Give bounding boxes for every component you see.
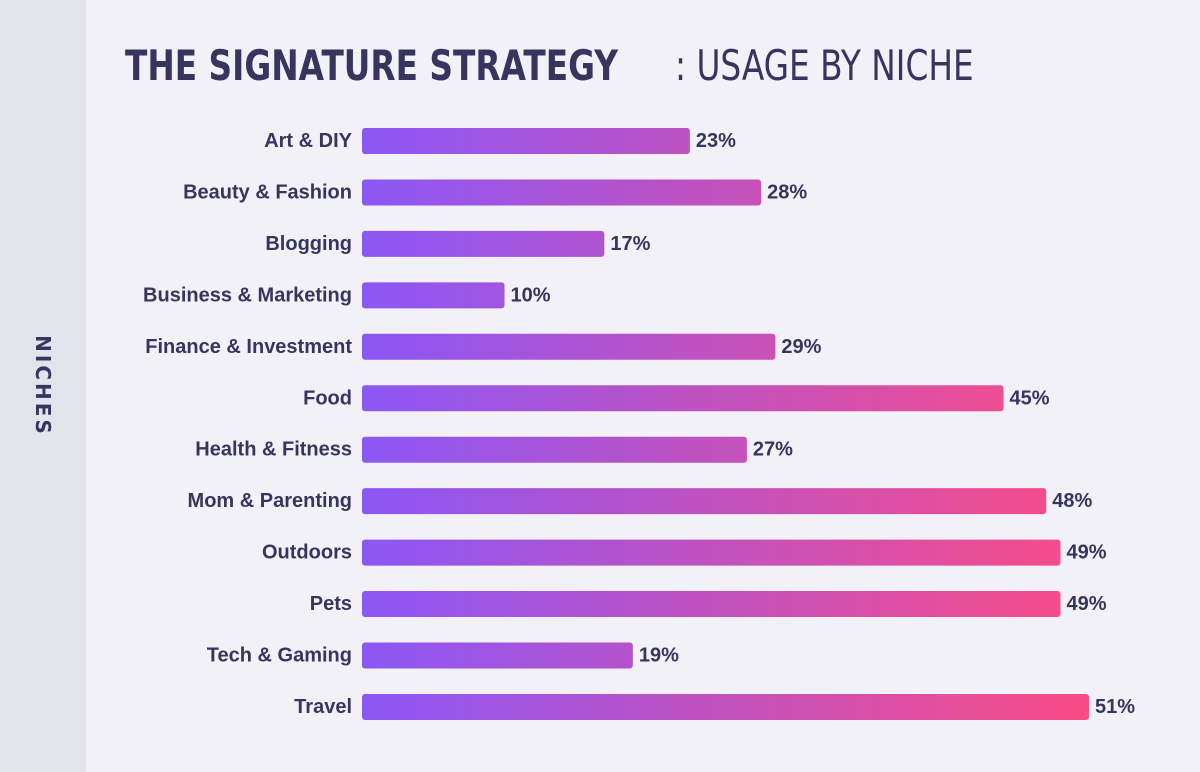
chart-title-rest: : USAGE BY NICHE (675, 41, 974, 90)
category-label: Blogging (265, 233, 352, 255)
value-label: 28% (767, 181, 807, 203)
value-label: 51% (1095, 696, 1135, 718)
chart-title-bold: THE SIGNATURE STRATEGY (125, 41, 619, 90)
bar (362, 385, 1004, 412)
bar (362, 693, 1089, 720)
value-label: 48% (1052, 490, 1092, 512)
bar (362, 230, 605, 257)
axis-strip: NICHES (0, 0, 86, 772)
bars-group: Art & DIY 23% Beauty & Fashion 28% Blogging 1… (143, 128, 1135, 720)
value-label: 29% (781, 336, 821, 358)
value-label: 23% (696, 130, 736, 152)
value-label: 10% (511, 284, 551, 306)
value-label: 19% (639, 645, 679, 667)
category-label: Business & Marketing (143, 284, 352, 306)
category-label: Beauty & Fashion (183, 181, 352, 203)
category-label: Finance & Investment (145, 336, 352, 358)
category-label: Travel (294, 696, 352, 718)
bar (362, 333, 776, 360)
bar (362, 642, 633, 669)
category-label: Art & DIY (264, 130, 352, 152)
value-label: 49% (1066, 593, 1106, 615)
chart-title: THE SIGNATURE STRATEGY : USAGE BY NICHE (125, 40, 1058, 92)
category-label: Health & Fitness (195, 439, 352, 461)
bar (362, 539, 1061, 566)
value-label: 45% (1009, 387, 1049, 409)
category-label: Mom & Parenting (188, 490, 352, 512)
bar (362, 591, 1061, 618)
bar (362, 128, 690, 154)
bar (362, 488, 1047, 515)
value-label: 27% (753, 439, 793, 461)
value-label: 49% (1066, 542, 1106, 564)
category-label: Tech & Gaming (207, 645, 352, 667)
category-label: Outdoors (262, 542, 352, 564)
category-label: Food (303, 387, 352, 409)
bar (362, 282, 505, 309)
bar (362, 179, 762, 206)
value-label: 17% (610, 233, 650, 255)
category-label: Pets (310, 593, 352, 615)
bar (362, 436, 747, 463)
